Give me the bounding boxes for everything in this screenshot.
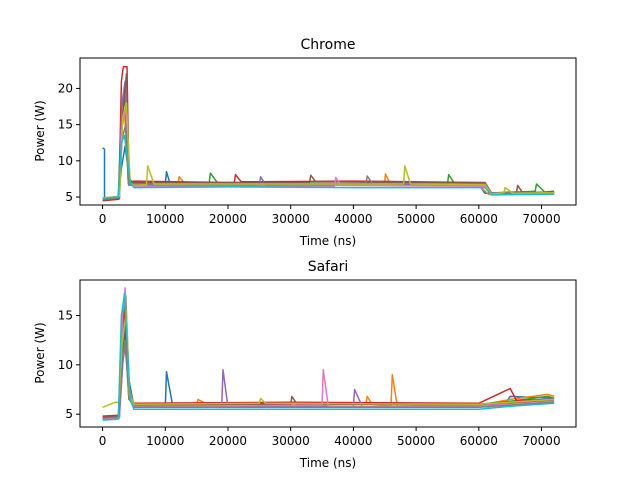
safari-x-tick-label: 60000	[460, 434, 498, 448]
chrome-x-tick-label: 60000	[460, 212, 498, 226]
chrome-x-tick-label: 0	[99, 212, 107, 226]
chrome-y-tick-label: 5	[65, 190, 73, 204]
chrome-tick-group: 0 10000 20000 30000 40000 50000 60000 70000 5 10 1…	[58, 81, 561, 226]
safari-tick-group: 0 10000 20000 30000 40000 50000 60000 70000 5 10 1…	[58, 309, 561, 448]
chrome-axes-frame	[79, 57, 577, 206]
safari-series-line-10	[102, 293, 555, 421]
safari-y-tick-label: 5	[65, 407, 73, 421]
safari-series-line-8	[102, 339, 555, 419]
chrome-series-line-10	[102, 134, 555, 200]
safari-y-tick-label: 15	[58, 309, 73, 323]
chrome-x-tick-label: 20000	[209, 212, 247, 226]
safari-y-tick-label: 10	[58, 358, 73, 372]
safari-x-tick-label: 10000	[146, 434, 184, 448]
chrome-y-tick-label: 10	[58, 154, 73, 168]
safari-x-axis-label: Time (ns)	[299, 456, 356, 470]
chrome-x-tick-label: 70000	[522, 212, 560, 226]
chrome-title: Chrome	[301, 37, 356, 53]
safari-subplot: Safari 0 10000 20000 30000 40000 50000 60000 70…	[33, 259, 577, 470]
chrome-subplot: Chrome 0 10000 20000 30000 40000 50000 60000 70…	[33, 37, 577, 248]
safari-plot-area	[102, 287, 555, 421]
safari-x-tick-label: 30000	[272, 434, 310, 448]
chrome-y-tick-label: 20	[58, 81, 73, 95]
chrome-plot-area	[102, 65, 555, 202]
chrome-x-tick-label: 50000	[397, 212, 435, 226]
chrome-series-line-6	[102, 73, 555, 201]
chrome-y-axis-label: Power (W)	[33, 100, 47, 161]
safari-y-axis-label: Power (W)	[33, 322, 47, 383]
safari-x-tick-label: 0	[99, 434, 107, 448]
chrome-x-tick-label: 30000	[272, 212, 310, 226]
safari-x-tick-label: 70000	[522, 434, 560, 448]
chrome-x-axis-label: Time (ns)	[299, 234, 356, 248]
chrome-x-tick-label: 40000	[334, 212, 372, 226]
safari-axes-frame	[79, 279, 577, 428]
safari-x-tick-label: 50000	[397, 434, 435, 448]
chrome-series-line-9	[102, 102, 555, 199]
safari-x-tick-label: 40000	[334, 434, 372, 448]
safari-title: Safari	[308, 259, 349, 275]
chrome-y-tick-label: 15	[58, 118, 73, 132]
chrome-x-tick-label: 10000	[146, 212, 184, 226]
safari-x-tick-label: 20000	[209, 434, 247, 448]
